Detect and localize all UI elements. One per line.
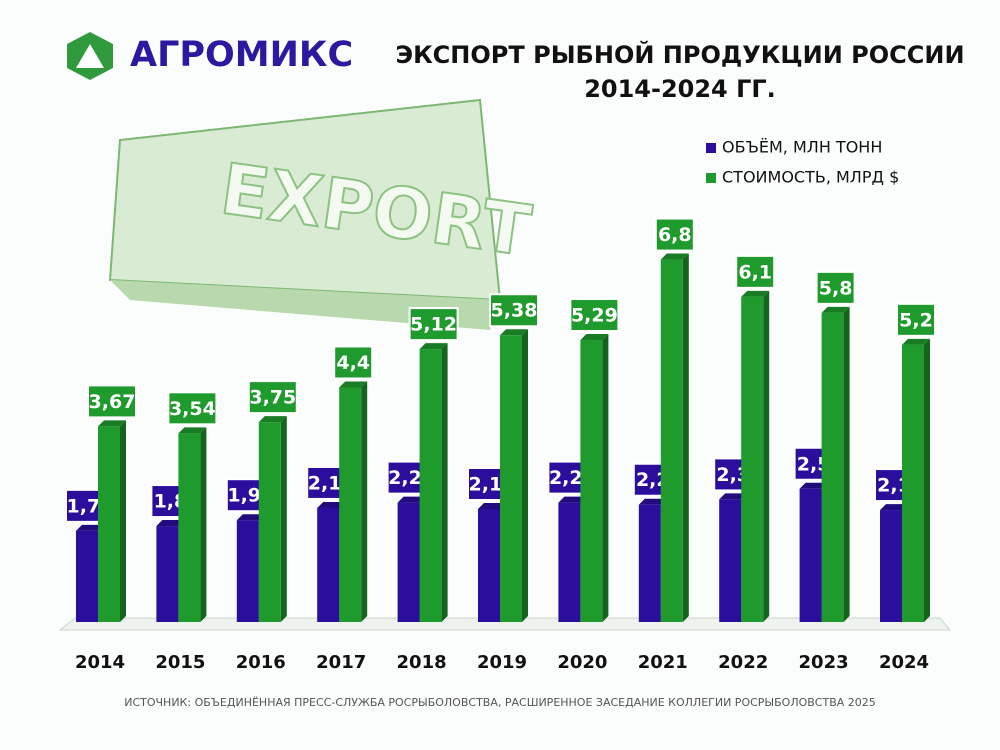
bar: [419, 349, 442, 622]
bar: [236, 520, 259, 622]
x-tick-label: 2018: [397, 652, 447, 673]
value-label: 5,2: [899, 309, 933, 331]
value-label: 6,1: [738, 261, 772, 283]
bar-top: [638, 498, 667, 505]
source-note: ИСТОЧНИК: ОБЪЕДИНЁННАЯ ПРЕСС-СЛУЖБА РОСР…: [124, 696, 876, 709]
legend-label: ОБЪЁМ, МЛН ТОНН: [722, 138, 882, 157]
bar-side: [602, 334, 609, 622]
bar-top: [236, 514, 265, 521]
x-tick-label: 2016: [236, 652, 286, 673]
bar: [558, 502, 581, 622]
bar-top: [419, 343, 448, 350]
logo-icon: [67, 32, 113, 80]
bar-side: [441, 343, 448, 622]
x-tick-label: 2017: [316, 652, 366, 673]
x-tick-label: 2015: [155, 652, 205, 673]
bar-top: [156, 520, 185, 527]
bar-side: [843, 306, 850, 622]
bar: [741, 296, 764, 622]
bar-side: [120, 420, 126, 622]
bar-top: [558, 496, 587, 503]
value-label: 4,4: [336, 352, 370, 374]
bar-side: [682, 253, 689, 622]
bar: [500, 335, 522, 622]
bar-side: [280, 416, 287, 622]
legend-label: СТОИМОСТЬ, МЛРД $: [722, 168, 899, 187]
bar-top: [580, 334, 609, 341]
bar: [821, 312, 844, 622]
x-tick-label: 2023: [799, 652, 849, 673]
value-label-box: [489, 293, 539, 328]
value-label: 5,8: [819, 277, 853, 299]
bar: [98, 426, 120, 622]
bar: [660, 259, 683, 622]
bar-top: [660, 253, 689, 260]
legend-swatch: [706, 173, 716, 183]
bar: [902, 344, 924, 622]
bar: [799, 488, 822, 622]
value-label-box: [569, 298, 620, 333]
value-label-box: [815, 270, 856, 305]
bar-top: [76, 524, 104, 531]
x-tick-label: 2020: [557, 652, 607, 673]
bar: [258, 422, 281, 622]
bar: [638, 504, 661, 622]
bar: [317, 507, 340, 622]
bar: [880, 510, 902, 622]
value-label-box: [654, 217, 695, 252]
x-tick-label: 2014: [75, 652, 125, 673]
value-label-box: [333, 345, 374, 380]
bar-side: [200, 427, 207, 622]
bar-top: [741, 290, 770, 297]
x-tick-label: 2021: [638, 652, 688, 673]
chart-title: ЭКСПОРТ РЫБНОЙ ПРОДУКЦИИ РОССИИ: [395, 40, 964, 69]
bar: [178, 433, 201, 622]
value-label: 3,54: [169, 398, 216, 420]
bar-top: [98, 420, 126, 427]
bar-top: [799, 482, 828, 489]
bar-side: [361, 381, 368, 622]
bar-side: [763, 290, 770, 622]
bar-top: [397, 496, 426, 503]
bar-top: [317, 501, 346, 508]
bar-side: [924, 338, 930, 622]
x-tick-label: 2022: [718, 652, 768, 673]
value-label: 3,75: [249, 387, 296, 409]
bar: [580, 340, 603, 622]
bar-side: [522, 329, 528, 622]
bar-top: [178, 427, 207, 434]
value-label-box: [896, 302, 936, 337]
bar-top: [339, 381, 368, 388]
legend-swatch: [706, 143, 716, 153]
chart-subtitle: 2014-2024 ГГ.: [584, 75, 776, 103]
bar-top: [880, 504, 908, 511]
bar-top: [719, 493, 748, 500]
bar-top: [821, 306, 850, 313]
bar-top: [500, 329, 528, 336]
bar: [719, 499, 742, 622]
bar-top: [478, 503, 506, 510]
bar: [339, 387, 362, 622]
value-label-box: [408, 307, 459, 342]
bar: [76, 530, 98, 622]
value-label-box: [735, 254, 776, 289]
container-illustration: EXPORT: [108, 98, 537, 330]
bar: [478, 509, 500, 622]
bar-top: [258, 416, 287, 423]
value-label-box: [167, 391, 218, 426]
value-label-box: [87, 384, 137, 419]
bar: [156, 526, 179, 622]
logo-text: АГРОМИКС: [130, 35, 353, 75]
value-label: 5,38: [491, 300, 538, 322]
value-label: 6,8: [658, 224, 692, 246]
value-label: 3,67: [89, 391, 136, 413]
value-label: 5,29: [571, 305, 618, 327]
x-tick-label: 2019: [477, 652, 527, 673]
bar-top: [902, 338, 930, 345]
bar: [397, 502, 420, 622]
x-tick-label: 2024: [879, 652, 929, 673]
value-label-box: [247, 380, 298, 415]
value-label: 5,12: [410, 314, 457, 336]
